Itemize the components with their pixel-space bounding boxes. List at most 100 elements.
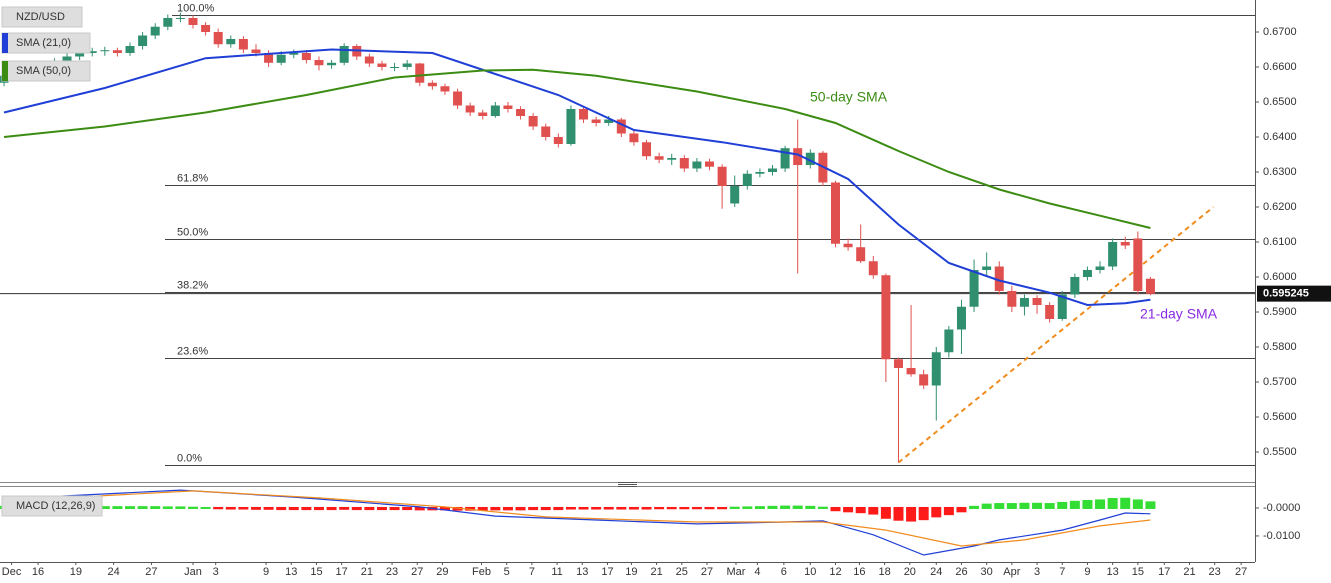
y-tick-label: 0.5700 [1263, 376, 1297, 388]
candle-body [226, 38, 236, 45]
x-tick-label: 16 [32, 566, 44, 578]
macd-histogram-bar [1044, 503, 1055, 509]
macd-histogram-bar [502, 506, 513, 511]
candle-body [1032, 297, 1042, 305]
macd-histogram-bar [452, 506, 463, 511]
x-tick-label: 21 [650, 566, 662, 578]
macd-histogram-bar [1019, 502, 1030, 509]
x-tick-label: 23 [386, 566, 398, 578]
macd-histogram-bar [767, 505, 778, 509]
x-tick-label: 17 [336, 566, 348, 578]
macd-histogram-bar [780, 505, 791, 509]
macd-histogram-bar [868, 506, 879, 515]
candle-body [742, 173, 752, 186]
candle-body [969, 269, 979, 307]
macd-histogram-bar [125, 506, 136, 509]
candle-body [163, 17, 173, 27]
x-tick-label: 11 [551, 566, 562, 578]
candle-body [100, 50, 110, 52]
x-tick-label: 6 [781, 566, 787, 578]
candle-body [339, 45, 349, 63]
fib-label: 61.8% [177, 172, 208, 184]
candle-body [1108, 241, 1118, 267]
candle-body [427, 82, 437, 87]
candle-body [566, 108, 576, 144]
macd-histogram-bar [830, 506, 841, 512]
x-tick-label: 20 [904, 566, 916, 578]
candle-body [667, 157, 677, 160]
legend-swatch [2, 61, 8, 81]
macd-histogram-bar [969, 505, 980, 509]
candle-body [692, 161, 702, 169]
macd-histogram-bar [880, 506, 891, 519]
x-tick-label: 13 [285, 566, 297, 578]
macd-histogram-bar [792, 505, 803, 509]
macd-histogram-bar [540, 506, 551, 511]
candle-body [982, 266, 992, 270]
y-tick-label: -0.0000 [1263, 502, 1300, 514]
last-price-label: 0.595245 [1263, 288, 1309, 300]
x-tick-label: 3 [213, 566, 219, 578]
candle-body [906, 367, 916, 375]
x-tick-label: 7 [1059, 566, 1065, 578]
macd-histogram-bar [376, 506, 387, 511]
macd-histogram-bar [162, 506, 173, 509]
resize-handle[interactable] [618, 482, 637, 487]
candle-body [175, 17, 185, 19]
candle-body [1120, 241, 1130, 246]
macd-histogram-bar [137, 506, 148, 509]
candle-body [364, 56, 374, 64]
candle-body [1007, 290, 1017, 307]
macd-histogram-bar [616, 506, 627, 510]
macd-histogram-bar [1107, 498, 1118, 509]
macd-histogram-bar [175, 506, 186, 509]
macd-histogram-bar [893, 506, 904, 521]
candle-body [1057, 294, 1067, 319]
macd-histogram-bar [918, 506, 929, 521]
macd-histogram-bar [906, 506, 917, 522]
macd-histogram-bar [578, 506, 589, 510]
candle-body [213, 31, 223, 45]
x-tick-label: Mar [726, 566, 745, 578]
x-tick-label: 21 [1183, 566, 1195, 578]
candle-body [276, 54, 286, 63]
x-tick-label: 24 [108, 566, 120, 578]
x-tick-label: 16 [853, 566, 865, 578]
legend-label: NZD/USD [16, 11, 65, 23]
candle-body [1045, 304, 1055, 319]
macd-histogram-bar [603, 506, 614, 510]
y-tick-label: 0.6700 [1263, 26, 1297, 38]
x-tick-label: 27 [701, 566, 713, 578]
y-tick-label: 0.5500 [1263, 446, 1297, 458]
macd-histogram-bar [1032, 502, 1043, 509]
macd-histogram-bar [187, 506, 198, 509]
x-tick-label: 12 [829, 566, 841, 578]
macd-histogram-bar [351, 506, 362, 511]
fib-label: 38.2% [177, 279, 208, 291]
candle-body [478, 112, 488, 116]
annotation: 50-day SMA [810, 89, 888, 105]
macd-histogram-bar [402, 506, 413, 511]
indicator-line [3, 489, 1151, 556]
macd-histogram-bar [439, 506, 450, 511]
legend-label: SMA (21,0) [16, 37, 71, 49]
indicator-line [3, 68, 1151, 229]
macd-histogram-bar [679, 506, 690, 510]
candle-body [264, 52, 274, 63]
candle-body [944, 329, 954, 353]
macd-histogram-bar [591, 506, 602, 510]
macd-histogram-bar [641, 506, 652, 510]
macd-histogram-bar [414, 506, 425, 511]
macd-histogram-bar [729, 506, 740, 509]
x-tick-label: 13 [1107, 566, 1119, 578]
y-tick-label: 0.6100 [1263, 236, 1297, 248]
candle-body [453, 91, 463, 106]
y-tick-label: 0.6600 [1263, 61, 1297, 73]
candle-body [75, 52, 85, 57]
candle-body [150, 26, 160, 36]
macd-histogram-bar [931, 506, 942, 518]
macd-histogram-bar [994, 503, 1005, 509]
candle-body [755, 171, 765, 174]
candle-body [579, 108, 589, 120]
candle-body [994, 266, 1004, 291]
